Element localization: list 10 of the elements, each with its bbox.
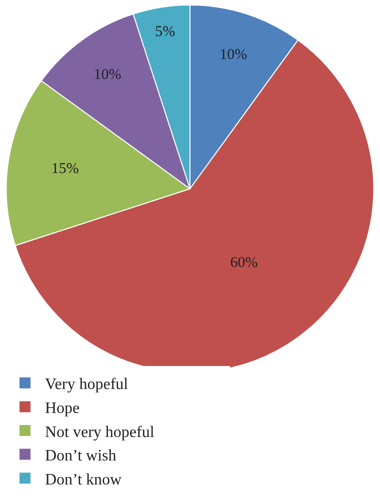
legend-label: Don’t wish (45, 448, 116, 465)
data-label: 5% (155, 24, 176, 40)
legend-label: Very hopeful (45, 376, 129, 394)
data-label: 60% (230, 255, 258, 272)
data-label: 10% (94, 67, 122, 84)
legend-label: Don’t know (45, 471, 122, 488)
legend-label: Hope (45, 400, 80, 417)
legend-label: Not very hopeful (45, 424, 155, 441)
data-label: 10% (220, 47, 248, 64)
data-label: 15% (51, 160, 79, 177)
